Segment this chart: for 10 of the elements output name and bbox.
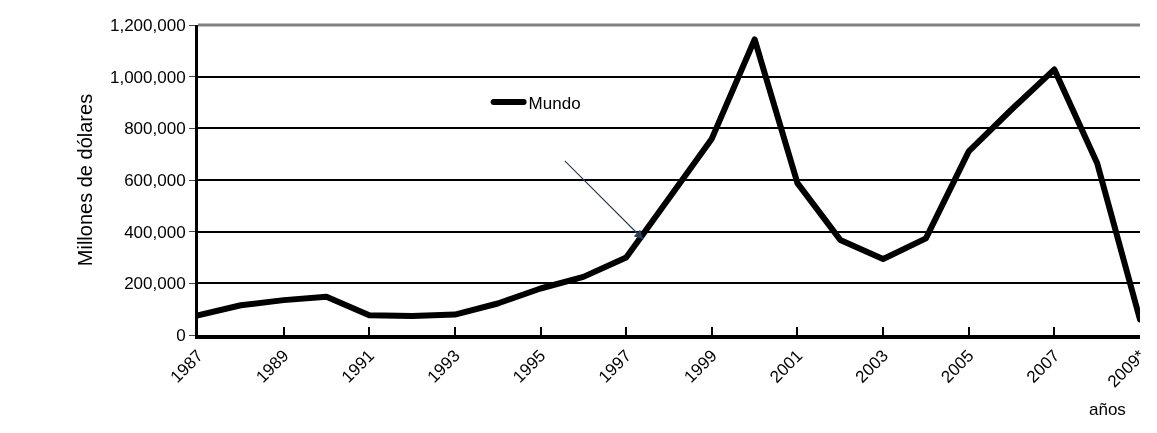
legend-label: Mundo <box>528 93 581 113</box>
y-tick-label: 600,000 <box>124 170 186 190</box>
y-tick-label: 0 <box>176 325 186 345</box>
x-axis-title: años <box>1089 400 1126 419</box>
y-axis-title: Millones de dólares <box>74 93 97 267</box>
y-tick-label: 200,000 <box>124 274 186 294</box>
y-tick-label: 400,000 <box>124 222 186 242</box>
y-tick-label: 800,000 <box>124 119 186 139</box>
y-tick-label: 1,200,000 <box>109 15 186 35</box>
y-tick-label: 1,000,000 <box>109 67 186 87</box>
